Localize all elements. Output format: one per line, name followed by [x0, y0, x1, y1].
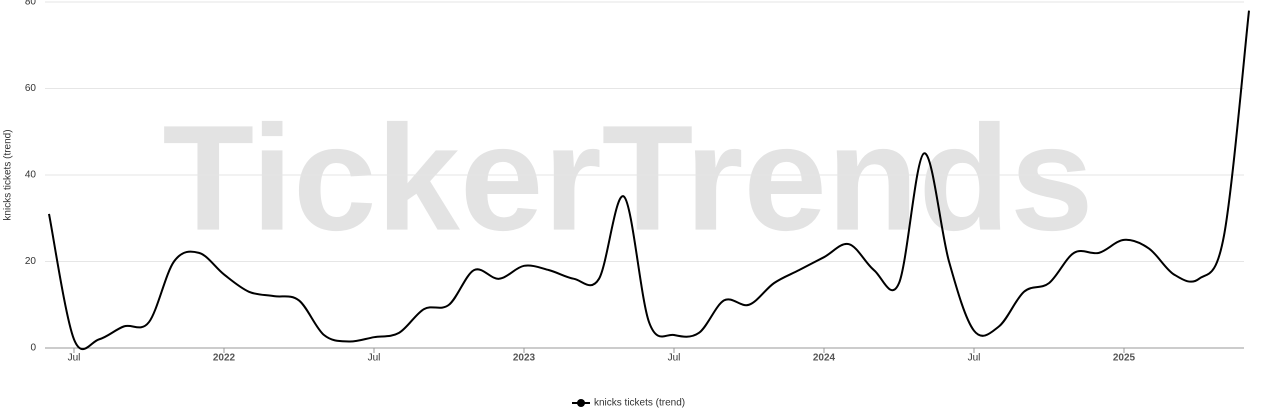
- y-axis-title: knicks tickets (trend): [3, 129, 14, 220]
- x-tick-label: Jul: [68, 353, 81, 364]
- x-tick-label: 2022: [213, 353, 236, 364]
- y-tick-label: 40: [25, 170, 37, 181]
- y-tick-label: 80: [25, 0, 37, 8]
- x-tick-label: 2025: [1113, 353, 1136, 364]
- watermark: TickerTrends: [162, 94, 1093, 262]
- x-tick-label: 2023: [513, 353, 536, 364]
- x-tick-label: Jul: [368, 353, 381, 364]
- x-tick-label: Jul: [668, 353, 681, 364]
- y-tick-label: 0: [30, 343, 36, 354]
- legend-label: knicks tickets (trend): [594, 398, 685, 409]
- y-tick-label: 60: [25, 83, 37, 94]
- x-tick-label: Jul: [968, 353, 981, 364]
- y-tick-label: 20: [25, 256, 37, 267]
- x-tick-label: 2024: [813, 353, 836, 364]
- line: [48, 10, 1250, 351]
- legend-marker: [577, 399, 585, 407]
